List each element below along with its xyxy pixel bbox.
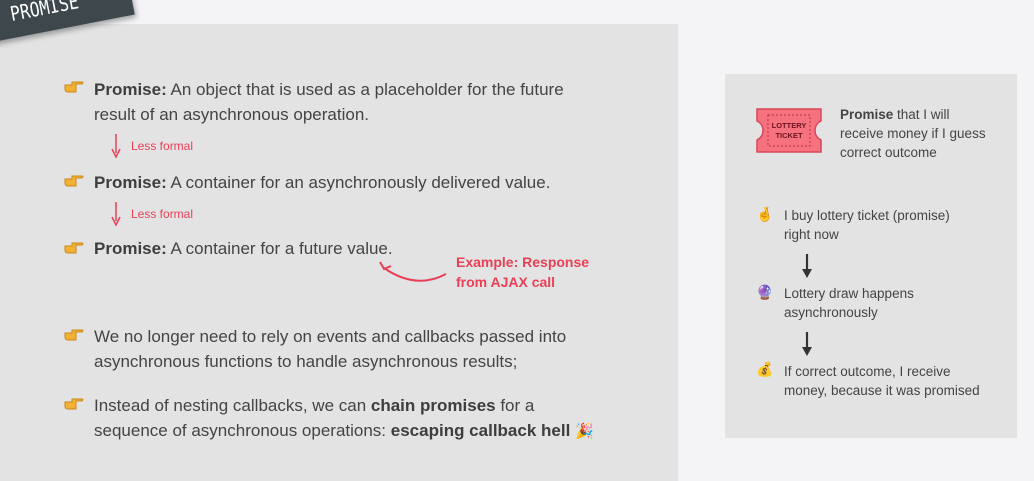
promise-line3: correct outcome [840,145,937,160]
less-formal-label-2: Less formal [131,207,194,221]
money-bag-icon: 💰 [756,361,774,377]
chain-promises-text: chain promises [370,396,496,415]
pointing-hand-icon [64,174,84,188]
main-panel [0,24,678,481]
curved-arrow-icon [379,261,447,282]
example-text-2: from AJAX call [456,274,556,290]
pointing-hand-icon [64,241,84,255]
pointing-hand-icon [64,328,84,342]
definition-1-text: An object that is used as a placeholder … [166,80,564,99]
step-2-line1: Lottery draw happens [784,286,914,301]
callback-hell-text: escaping callback hell [390,421,571,440]
definition-3-term: Promise: [94,239,167,258]
step-1-line1: I buy lottery ticket (promise) [784,208,950,223]
definition-2: Promise: A container for an asynchronous… [94,170,550,195]
example-text-1: Response [518,254,590,270]
bullet-point-1-line1: We no longer need to rely on events and … [94,327,567,346]
definition-3-text: A container for a future value. [166,239,393,258]
bullet-point-2-line1a: Instead of nesting callbacks, we can [94,396,371,415]
crystal-ball-icon: 🔮 [756,284,774,300]
bullet-point-1-line2: asynchronous functions to handle asynchr… [94,352,518,371]
step-3-line2: money, because it was promised [784,383,980,398]
ticket-line2: TICKET [775,131,803,140]
bullet-point-2-line1c: for a [495,396,535,415]
step-1-line2: right now [784,227,839,242]
crossed-fingers-icon: 🤞 [756,206,774,222]
example-note: Example: Response from AJAX call [456,252,589,292]
lottery-ticket-icon: LOTTERY TICKET [756,108,822,153]
pointing-hand-icon [64,80,84,94]
step-1-text: I buy lottery ticket (promise) right now [784,206,950,244]
promise-line2: receive money if I guess [840,126,986,141]
example-label: Example: [456,254,519,270]
definition-2-term: Promise: [94,173,167,192]
down-arrow-icon [111,202,121,227]
ticket-line1: LOTTERY [772,121,807,130]
promise-bold: Promise [840,107,894,122]
ribbon-title: PROMISE [8,0,81,26]
step-3-line1: If correct outcome, I receive [784,364,951,379]
definition-1-text-line2: result of an asynchronous operation. [94,105,370,124]
less-formal-label-1: Less formal [131,139,194,153]
step-3-text: If correct outcome, I receive money, bec… [784,362,980,400]
side-panel: LOTTERY TICKET Promise that I will recei… [725,74,1017,438]
step-2-text: Lottery draw happens asynchronously [784,284,914,322]
down-arrow-icon [111,134,121,159]
definition-1-term: Promise: [94,80,167,99]
bullet-point-1: We no longer need to rely on events and … [94,324,566,374]
bullet-point-2: Instead of nesting callbacks, we can cha… [94,393,594,444]
definition-1: Promise: An object that is used as a pla… [94,77,564,127]
pointing-hand-icon [64,397,84,411]
definition-3: Promise: A container for a future value. [94,236,393,261]
party-popper-icon: 🎉 [575,423,594,440]
promise-rest: that I will [893,107,950,122]
down-arrow-icon [802,254,812,278]
bullet-point-2-line2a: sequence of asynchronous operations: [94,421,391,440]
step-2-line2: asynchronously [784,305,878,320]
ticket-promise-text: Promise that I will receive money if I g… [840,105,986,162]
definition-2-text: A container for an asynchronously delive… [166,173,551,192]
down-arrow-icon [802,332,812,356]
